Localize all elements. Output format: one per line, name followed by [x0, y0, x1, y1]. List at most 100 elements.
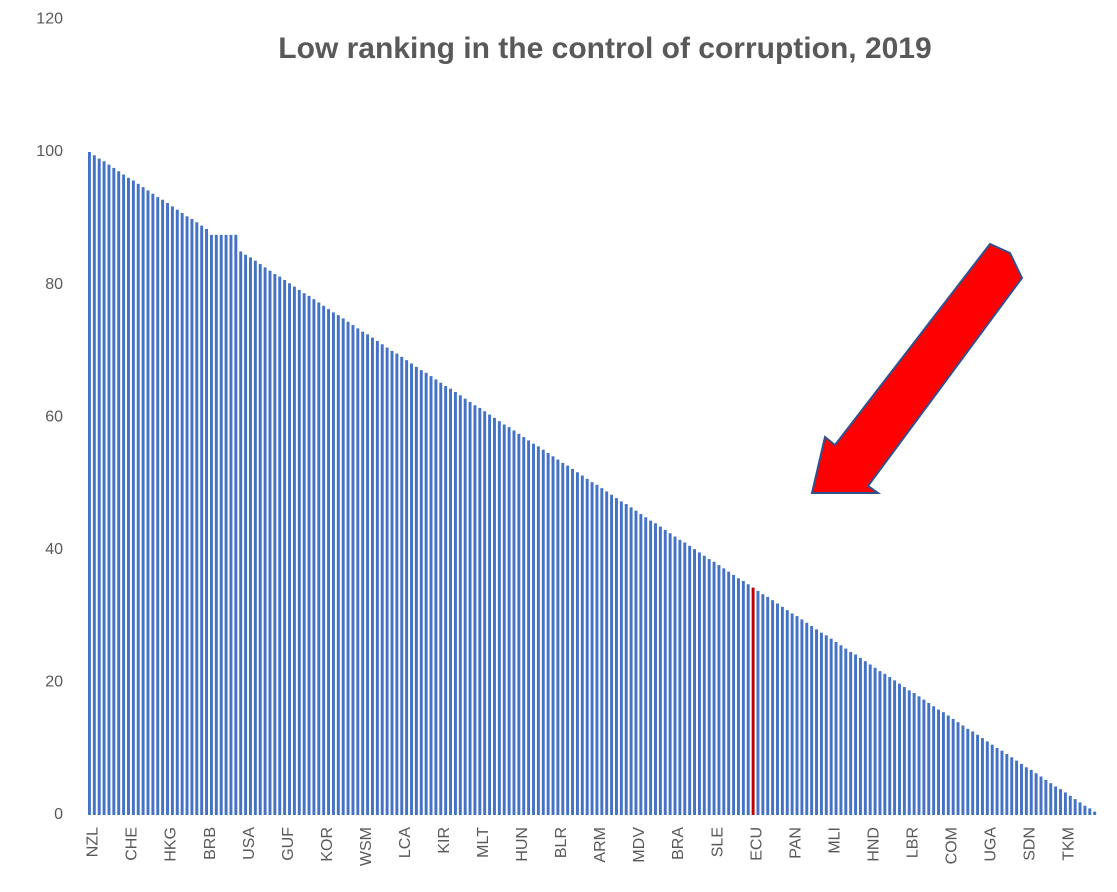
bar [590, 482, 594, 815]
bar [717, 565, 721, 815]
y-tick-label: 40 [45, 541, 63, 558]
bar [1088, 808, 1092, 815]
bar [1059, 789, 1062, 815]
bar [756, 590, 760, 815]
bar [424, 372, 428, 815]
bar [1020, 763, 1023, 815]
bar [161, 199, 165, 816]
bar [1049, 783, 1053, 815]
bar [146, 190, 150, 816]
bar [483, 411, 487, 815]
bar [941, 712, 945, 815]
bar [629, 507, 633, 815]
bar [1005, 754, 1009, 815]
bar [1029, 769, 1033, 815]
bar [224, 234, 228, 815]
bar [961, 725, 965, 815]
bar [463, 398, 467, 815]
annotation-arrow [810, 242, 1024, 494]
bar [654, 523, 657, 815]
x-tick-label: HKG [163, 827, 180, 862]
bar [849, 651, 853, 815]
x-tick-label: BRA [670, 827, 687, 860]
bar [97, 158, 101, 815]
bar [697, 552, 701, 815]
bar [263, 267, 267, 815]
x-tick-label: UGA [983, 827, 1000, 862]
bar [200, 225, 204, 815]
bar [429, 376, 433, 815]
bar [414, 366, 418, 815]
bar [444, 386, 448, 815]
bar [195, 222, 199, 815]
bar [1054, 786, 1058, 815]
x-tick-label: SLE [709, 827, 726, 857]
y-tick-label: 20 [45, 674, 63, 691]
bar [380, 344, 384, 815]
bar [883, 673, 887, 815]
bar [610, 494, 614, 815]
bar [278, 276, 282, 815]
bar [805, 622, 809, 815]
x-tick-label: USA [241, 827, 258, 860]
bar [170, 206, 174, 816]
bar [385, 347, 389, 815]
bar [488, 414, 492, 815]
bar [502, 424, 506, 815]
plot: 0 20 40 60 80 100 120 NZL CHE HKG BRB USA GUF KOR WSM L… [36, 11, 1097, 866]
bar [1010, 757, 1014, 815]
bar [536, 446, 540, 815]
bar [1000, 750, 1004, 815]
bar [668, 533, 672, 815]
bar [434, 379, 438, 815]
bar [727, 571, 731, 815]
bar [605, 491, 609, 815]
bar [1068, 795, 1072, 815]
x-tick-label: MLT [475, 827, 492, 858]
x-tick-label: SDN [1022, 827, 1039, 861]
bar [214, 234, 218, 815]
bar [551, 456, 555, 815]
bar [678, 539, 682, 815]
bar [131, 180, 135, 815]
bar [439, 382, 443, 815]
bar [410, 363, 413, 815]
bar [863, 661, 867, 815]
bar [341, 318, 345, 815]
bar [288, 283, 291, 815]
bar [507, 427, 511, 815]
bar [1024, 767, 1028, 815]
bar [209, 234, 213, 815]
bar [732, 574, 736, 815]
bar [331, 312, 335, 815]
bar [575, 472, 579, 815]
bar [776, 603, 779, 815]
bar [834, 641, 838, 815]
bar [683, 542, 687, 815]
bar [927, 702, 931, 815]
bar [322, 305, 326, 815]
bar [419, 370, 423, 815]
bar [693, 549, 696, 815]
bar [307, 295, 311, 816]
bar [995, 748, 999, 815]
bar [527, 440, 531, 815]
bar [371, 337, 374, 815]
bar [649, 520, 653, 815]
bar [673, 536, 677, 815]
bar [292, 286, 296, 815]
bar [722, 568, 726, 815]
bar [795, 616, 799, 815]
bar [785, 610, 789, 815]
bar [302, 293, 306, 815]
bar [249, 257, 252, 815]
bar [736, 578, 740, 815]
bar [985, 741, 989, 815]
bar [112, 167, 116, 816]
bar [922, 699, 926, 815]
bar [449, 388, 453, 815]
x-tick-label: HUN [514, 827, 531, 862]
bar [614, 498, 618, 815]
bar [141, 187, 145, 815]
